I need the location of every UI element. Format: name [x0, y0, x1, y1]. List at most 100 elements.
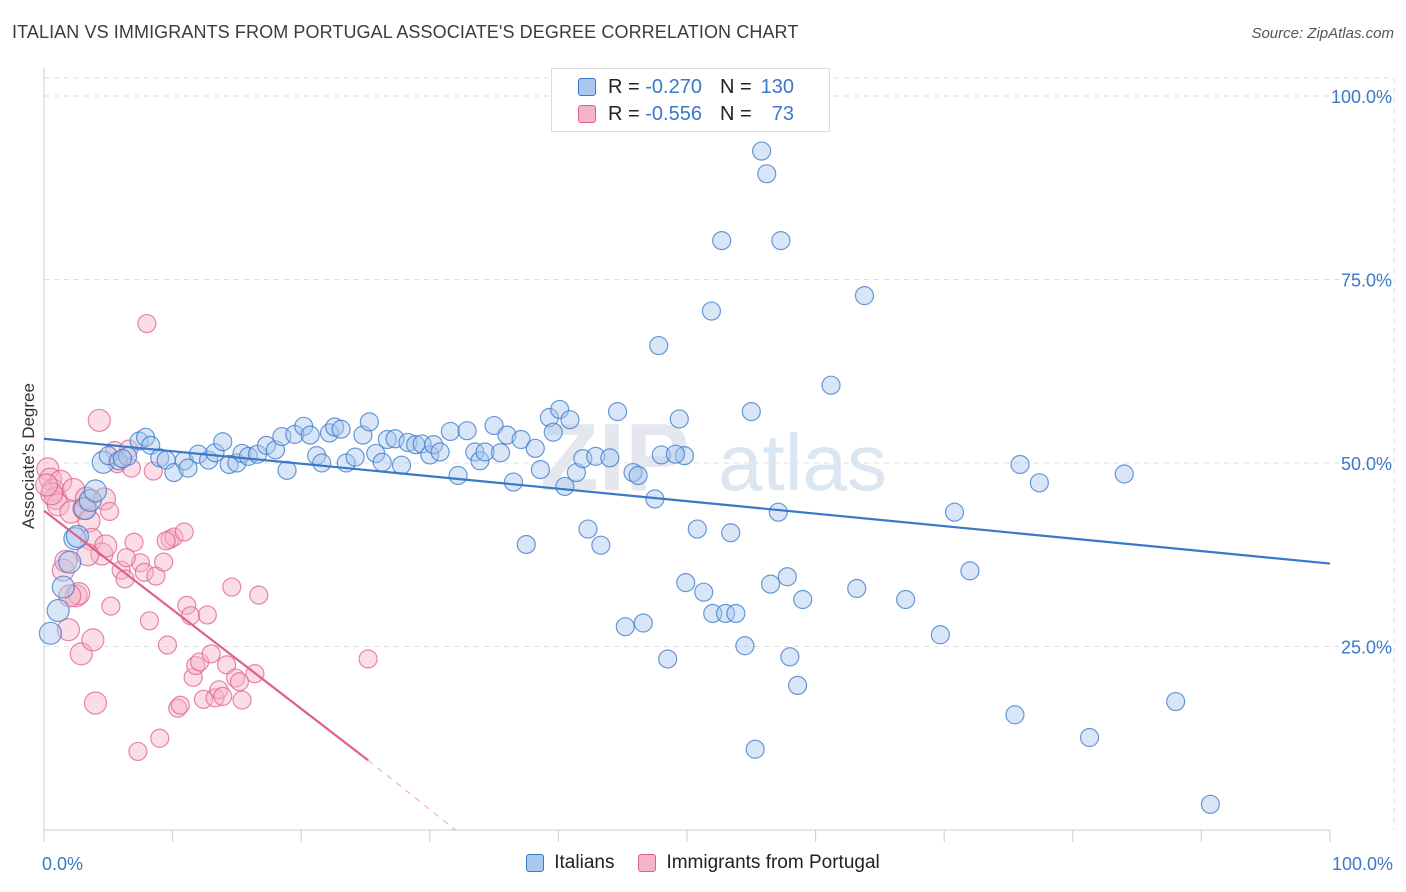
- italians-point: [345, 447, 365, 467]
- series-legend-italians[interactable]: Italians: [526, 852, 614, 874]
- italians-point: [424, 435, 444, 455]
- legend-r-label: R =: [608, 102, 646, 125]
- portugal-point: [34, 473, 59, 497]
- italians-point: [586, 446, 606, 466]
- italians-point: [511, 429, 531, 450]
- italians-point: [300, 425, 320, 445]
- italians-point: [539, 407, 559, 428]
- portugal-point: [170, 695, 190, 715]
- portugal-point: [134, 562, 154, 582]
- portugal-point: [153, 552, 174, 572]
- portugal-point: [168, 698, 188, 718]
- x-tick-label: 0.0%: [42, 854, 83, 874]
- italians-point: [760, 574, 781, 594]
- italians-point: [457, 421, 477, 441]
- portugal-point: [157, 635, 178, 655]
- italians-point: [377, 429, 397, 450]
- italians-point: [543, 422, 563, 442]
- portugal-point: [181, 606, 201, 626]
- portugal-point: [201, 644, 221, 664]
- portugal-point: [81, 628, 105, 652]
- legend-swatch-blue: [578, 78, 596, 96]
- italians-point: [430, 442, 450, 462]
- portugal-point: [87, 408, 111, 433]
- legend-n-label: N =: [720, 102, 752, 125]
- portugal-point: [249, 585, 269, 605]
- italians-point: [578, 519, 598, 539]
- portugal-point: [177, 595, 197, 615]
- italians-point: [205, 443, 225, 463]
- italians-point: [385, 429, 405, 449]
- watermark-atlas: atlas: [718, 418, 887, 507]
- italians-point: [721, 523, 741, 543]
- italians-point: [555, 476, 575, 497]
- portugal-point: [217, 655, 237, 675]
- portugal-point: [229, 672, 250, 692]
- series-legend-label: Immigrants from Portugal: [666, 852, 880, 873]
- portugal-point: [186, 655, 206, 676]
- axes: [43, 68, 1331, 842]
- italians-point: [112, 448, 133, 469]
- series-legend-label: Italians: [554, 852, 615, 873]
- italians-point: [633, 613, 653, 633]
- italians-point: [1114, 464, 1134, 484]
- portugal-point: [197, 605, 217, 625]
- portugal-point: [101, 596, 121, 616]
- portugal-point: [137, 313, 157, 334]
- portugal-point: [156, 531, 176, 551]
- italians-point: [780, 647, 800, 667]
- series-italians-points: [38, 141, 1221, 814]
- portugal-point: [222, 577, 242, 597]
- italians-point: [38, 621, 63, 645]
- portugal-point: [74, 486, 99, 510]
- italians-point: [726, 603, 746, 624]
- portugal-point: [116, 548, 136, 568]
- series-swatch-pink: [638, 854, 657, 872]
- italians-point: [372, 452, 392, 472]
- italians-point: [787, 675, 808, 696]
- italians-point: [470, 451, 490, 471]
- italians-point: [398, 432, 418, 453]
- italians-point: [129, 431, 149, 451]
- legend-row-italians: R = -0.270 N = 130: [578, 75, 794, 99]
- portugal-point: [358, 649, 378, 669]
- italians-point: [649, 335, 669, 356]
- italians-point: [741, 402, 761, 422]
- y-tick-label: 50.0%: [1341, 454, 1392, 474]
- portugal-point: [99, 501, 120, 522]
- series-legend: Italians Immigrants from Portugal: [0, 852, 1406, 874]
- legend-n-value: 130: [760, 75, 794, 98]
- italians-point: [628, 465, 648, 486]
- legend-r-value: -0.270: [645, 75, 702, 98]
- italians-point: [58, 550, 82, 574]
- italians-point: [1079, 727, 1100, 748]
- italians-point: [256, 435, 277, 455]
- italians-point: [490, 443, 511, 463]
- italians-point: [484, 415, 504, 436]
- italians-point: [319, 423, 340, 443]
- portugal-point: [67, 582, 91, 606]
- italians-point: [735, 636, 755, 656]
- portugal-point: [83, 691, 108, 715]
- italians-point: [1029, 473, 1049, 493]
- italians-point: [525, 438, 545, 458]
- portugal-point: [213, 686, 233, 707]
- italians-point: [475, 442, 495, 462]
- portugal-point: [130, 553, 151, 573]
- series-legend-portugal[interactable]: Immigrants from Portugal: [638, 852, 880, 874]
- portugal-point: [128, 741, 148, 762]
- italians-point: [1005, 705, 1025, 725]
- italians-point: [768, 502, 788, 522]
- italians-point: [777, 567, 797, 587]
- italians-point: [448, 465, 468, 486]
- y-tick-label: 75.0%: [1341, 271, 1392, 291]
- portugal-trend-extension: [367, 759, 456, 831]
- italians-point: [591, 535, 611, 555]
- italians-point: [1200, 794, 1221, 814]
- italians-point: [944, 502, 965, 522]
- italians-point: [566, 462, 587, 483]
- portugal-point: [51, 558, 75, 582]
- italians-point: [98, 446, 118, 466]
- series-portugal-points: [34, 313, 378, 762]
- italians-point: [178, 458, 198, 478]
